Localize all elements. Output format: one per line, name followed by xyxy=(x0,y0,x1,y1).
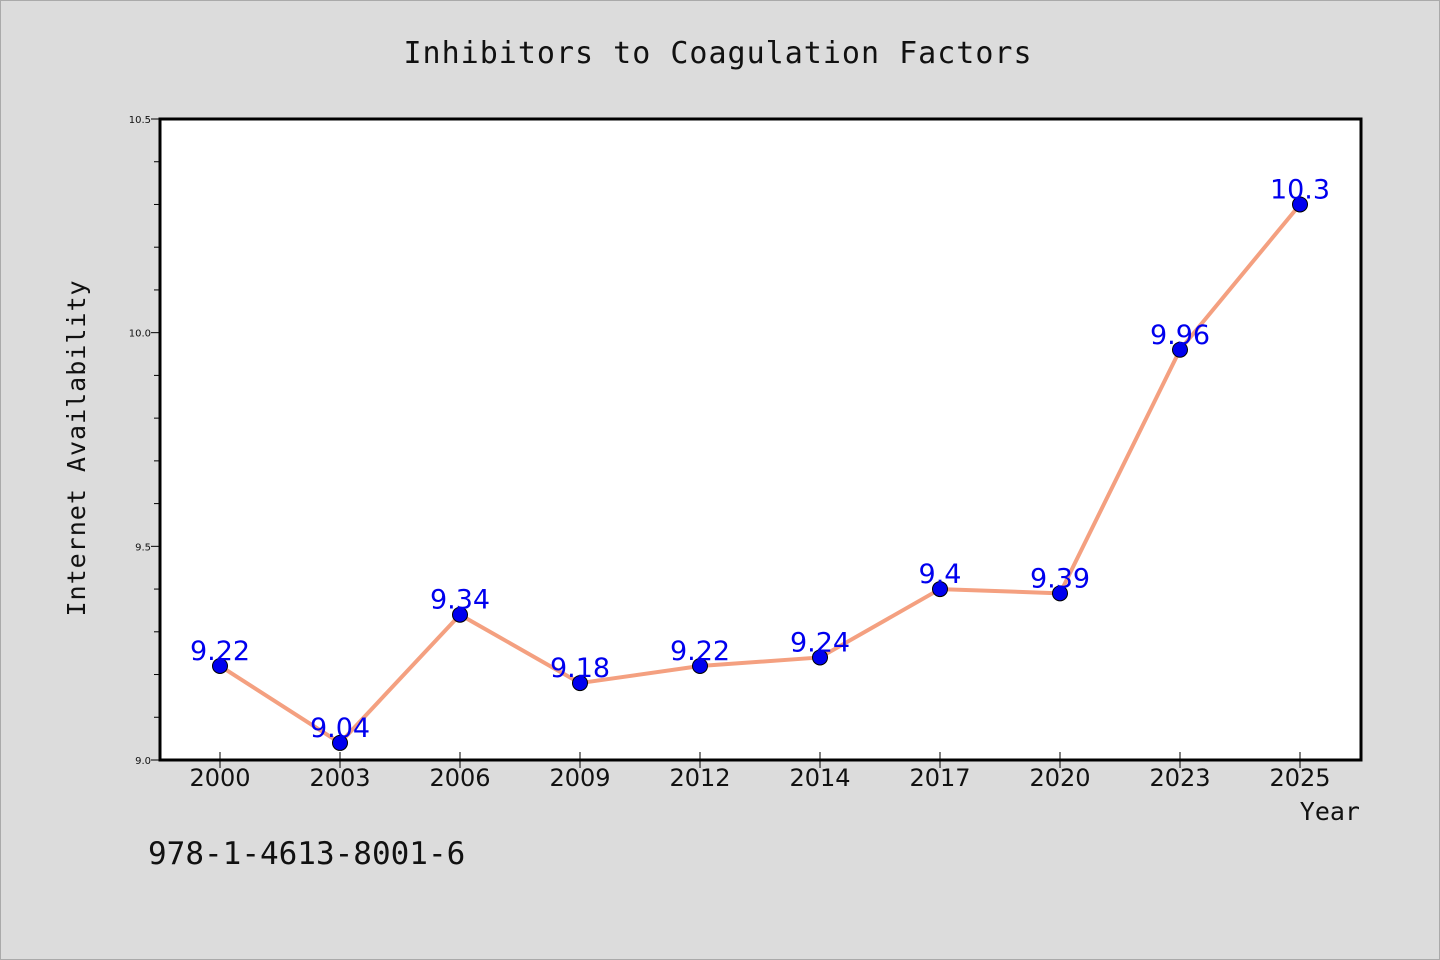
x-tick-label: 2020 xyxy=(1029,764,1090,792)
y-tick-label: 10.0 xyxy=(129,329,151,340)
data-label: 9.4 xyxy=(919,559,962,590)
series-line xyxy=(218,202,1302,745)
data-point xyxy=(1172,341,1188,358)
y-axis-label: Internet Availability xyxy=(62,279,91,616)
y-tick-label: 9.0 xyxy=(135,756,151,767)
plot-area xyxy=(160,119,1361,760)
x-tick-label: 2000 xyxy=(189,764,250,792)
data-label: 9.34 xyxy=(430,585,490,616)
data-point xyxy=(1292,196,1308,213)
x-tick-label: 2003 xyxy=(309,764,370,792)
data-point xyxy=(1052,585,1068,602)
data-point xyxy=(812,649,828,666)
x-tick-label: 2017 xyxy=(909,764,970,792)
isbn-annotation: 978-1-4613-8001-6 xyxy=(148,836,465,872)
y-tick-label: 10.5 xyxy=(129,115,151,126)
plot-frame xyxy=(158,117,1363,762)
data-label: 9.04 xyxy=(310,713,370,744)
x-tick-label: 2025 xyxy=(1269,764,1330,792)
x-tick-label: 2014 xyxy=(789,764,850,792)
data-point xyxy=(332,734,348,751)
data-label: 9.22 xyxy=(190,636,250,667)
y-axis: 9.0 9.5 10.0 10.5 xyxy=(129,115,160,767)
x-tick-label: 2009 xyxy=(549,764,610,792)
x-axis: 2000 2003 2006 2009 2012 2014 2017 2020 2023 2025 xyxy=(189,752,1331,792)
series-points-group xyxy=(212,196,1308,751)
y-tick-label: 9.5 xyxy=(135,542,151,553)
data-point xyxy=(452,606,468,623)
data-label: 9.39 xyxy=(1030,563,1090,594)
data-labels-group: 9.22 9.04 9.34 9.18 9.22 9.24 9.4 9.39 9.96 10.3 xyxy=(190,174,1330,743)
data-point xyxy=(932,581,948,598)
data-label: 10.3 xyxy=(1270,174,1330,205)
series-line-group xyxy=(218,202,1302,745)
data-point xyxy=(572,675,588,692)
data-point xyxy=(212,657,228,674)
chart-title: Inhibitors to Coagulation Factors xyxy=(403,36,1032,71)
data-label: 9.96 xyxy=(1150,320,1210,351)
x-tick-label: 2023 xyxy=(1149,764,1210,792)
x-axis-label: Year xyxy=(1300,797,1360,826)
x-tick-label: 2012 xyxy=(669,764,730,792)
data-label: 9.22 xyxy=(670,636,730,667)
x-tick-label: 2006 xyxy=(429,764,490,792)
data-point xyxy=(692,657,708,674)
data-label: 9.18 xyxy=(550,653,610,684)
data-label: 9.24 xyxy=(790,627,850,658)
